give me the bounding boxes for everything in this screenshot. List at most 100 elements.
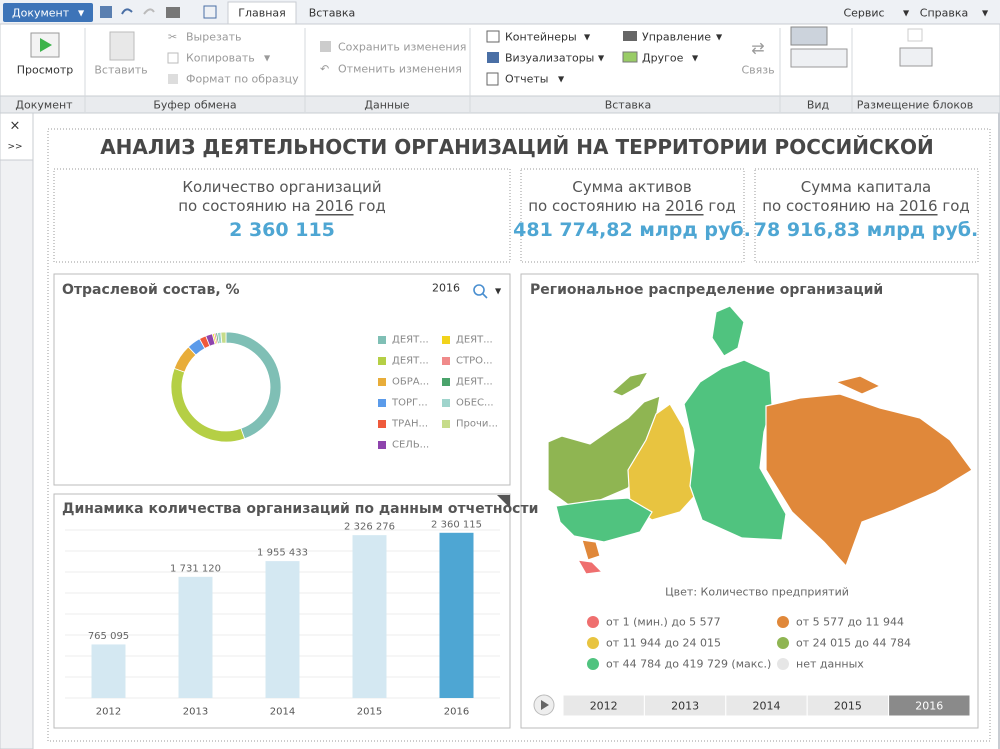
legend-label[interactable]: ДЕЯТ... (392, 356, 429, 367)
icon (168, 74, 178, 84)
kpi-year[interactable]: 2016 (665, 197, 703, 215)
icon (487, 52, 499, 63)
menu-item[interactable]: Справка (920, 7, 968, 20)
kpi-sub-prefix: по состоянию на (528, 197, 660, 215)
bar[interactable] (91, 644, 126, 698)
legend-label[interactable]: ДЕЯТ... (456, 335, 493, 346)
panels (53, 273, 979, 729)
kpi-label: Количество организаций (182, 178, 381, 196)
legend-label[interactable]: ТРАН... (391, 419, 428, 430)
timeline-cell[interactable] (888, 694, 971, 717)
ribbon-button: Копировать (186, 52, 255, 65)
tab[interactable]: Главная (238, 7, 286, 20)
group-label: Вставка (605, 99, 652, 112)
legend-label[interactable]: ОБЕС... (456, 398, 494, 409)
value-label: 1 731 120 (170, 563, 221, 574)
icon (623, 31, 637, 41)
timeline-label[interactable]: 2013 (671, 700, 699, 713)
ribbon (0, 23, 1000, 97)
legend-label[interactable]: Прочи... (456, 419, 498, 430)
save-icon[interactable] (100, 6, 112, 18)
kpi-year[interactable]: 2016 (315, 197, 353, 215)
expand-button[interactable]: >> (7, 142, 22, 152)
legend-label[interactable]: ДЕЯТ... (392, 335, 429, 346)
timeline-label[interactable]: 2012 (590, 700, 618, 713)
print-icon[interactable] (166, 7, 180, 18)
legend-swatch (442, 378, 450, 386)
legend-swatch (378, 336, 386, 344)
redo-icon (143, 8, 155, 15)
legend-label: от 44 784 до 419 729 (макс.) (606, 658, 771, 671)
timeline-label[interactable]: 2014 (753, 700, 781, 713)
legend-swatch (442, 357, 450, 365)
legend-label[interactable]: ОБРА... (392, 377, 429, 388)
region[interactable] (711, 305, 745, 357)
ribbon-button[interactable]: Другое (642, 52, 684, 65)
panel-title: Отраслевой состав, % (62, 282, 240, 298)
bar[interactable] (352, 535, 387, 698)
kpi-sub-prefix: по состоянию на (178, 197, 310, 215)
close-button[interactable]: × (10, 119, 21, 134)
value-label: 1 955 433 (257, 548, 308, 559)
legend-label[interactable]: ТОРГ... (391, 398, 428, 409)
legend-swatch (587, 637, 599, 649)
ribbon-button[interactable]: Управление (642, 31, 711, 44)
pie-segment[interactable] (220, 331, 227, 344)
region[interactable] (581, 539, 601, 561)
group-label: Размещение блоков (857, 99, 973, 112)
year-selector[interactable]: 2016 (432, 282, 460, 295)
legend-swatch (777, 616, 789, 628)
play-icon (40, 38, 52, 52)
ribbon-button[interactable]: Отчеты (505, 73, 548, 86)
value-label: 2 360 115 (431, 519, 482, 530)
region[interactable] (834, 375, 882, 395)
icon: ✂ (168, 31, 177, 44)
zoom-icon[interactable] (473, 284, 485, 296)
region[interactable] (683, 359, 787, 541)
view-button[interactable] (790, 26, 828, 46)
document-button[interactable] (3, 3, 93, 22)
view-button[interactable] (790, 48, 848, 68)
frames (47, 128, 991, 742)
preview-icon[interactable] (203, 5, 217, 19)
timeline-label[interactable]: 2016 (915, 700, 943, 713)
dropdown-arrow[interactable]: ▼ (495, 287, 502, 296)
layout-button[interactable] (899, 47, 933, 67)
legend-swatch (378, 441, 386, 449)
region[interactable] (576, 559, 604, 575)
legend-label[interactable]: ДЕЯТ... (456, 377, 493, 388)
kpi-subtitle: по состоянию на 2016 год (762, 197, 970, 215)
undo-icon[interactable] (121, 8, 133, 15)
kpi-label: Сумма активов (572, 178, 692, 196)
menu-item[interactable]: Сервис (843, 7, 884, 20)
legend-label: от 11 944 до 24 015 (606, 637, 721, 650)
play-icon (541, 700, 549, 710)
bar[interactable] (178, 576, 213, 698)
region[interactable] (610, 371, 650, 397)
ribbon-button: Вырезать (186, 31, 241, 44)
ribbon-button[interactable]: Контейнеры (505, 31, 577, 44)
timeline-label[interactable]: 2015 (834, 700, 862, 713)
tab[interactable]: Вставка (309, 7, 356, 20)
ribbon-button[interactable]: Визуализаторы (505, 52, 594, 65)
ribbon-button: Вставить (94, 64, 147, 77)
kpi-sub-suffix: год (358, 197, 385, 215)
bar[interactable] (265, 561, 300, 698)
side-strip (0, 159, 34, 749)
pie-segment[interactable] (170, 367, 246, 443)
group-label: Вид (807, 99, 830, 112)
legend-label[interactable]: СЕЛЬ... (392, 440, 429, 451)
ribbon-button: Формат по образцу (186, 73, 299, 86)
legend-label: нет данных (796, 658, 864, 671)
document-button-label[interactable]: Документ (12, 7, 70, 20)
dropdown-arrow: ▼ (716, 33, 723, 42)
pie-segment[interactable] (225, 331, 282, 440)
region[interactable] (555, 497, 653, 543)
value-label: 2 326 276 (344, 522, 395, 533)
legend-label[interactable]: СТРО... (456, 356, 493, 367)
kpi-year[interactable]: 2016 (899, 197, 937, 215)
timeline: 2012 2013 2014 2015 2016 (562, 694, 971, 717)
ribbon-button[interactable]: Просмотр (17, 64, 73, 77)
region[interactable] (765, 393, 973, 568)
bar[interactable] (439, 532, 474, 698)
